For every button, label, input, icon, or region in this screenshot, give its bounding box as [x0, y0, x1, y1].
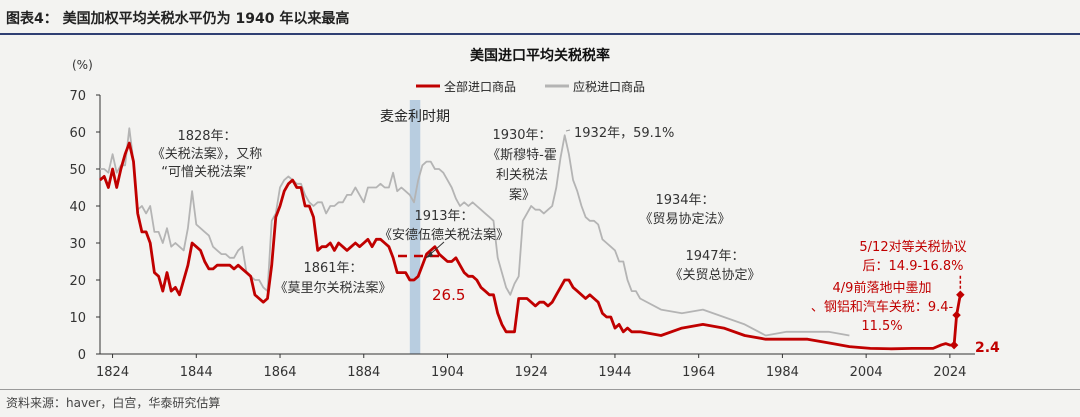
- annotation-text: 1932年，59.1%: [574, 126, 674, 141]
- extension-marker: [952, 310, 961, 320]
- annotation-text: 《关税法案》，又称: [152, 147, 263, 162]
- annotation-text: “可憎关税法案”: [161, 164, 252, 180]
- footer-rule: [0, 389, 1080, 390]
- shaded-period: [409, 100, 421, 354]
- y-tick-label: 50: [69, 163, 86, 178]
- y-tick-label: 60: [69, 126, 86, 141]
- x-tick-label: 1844: [180, 365, 213, 380]
- y-tick-label: 70: [69, 89, 86, 104]
- x-tick-label: 1864: [263, 365, 296, 380]
- x-tick-label: 1964: [682, 365, 715, 380]
- annotation-text: 5/12对等关税协议: [859, 239, 966, 255]
- x-tick-label: 1924: [515, 365, 548, 380]
- line-chart: 麦金利时期 美国进口平均关税税率 (%) 0 10 20 30 40 50 60 70 1824 184…: [69, 47, 1000, 380]
- annotation-text: 26.5: [432, 286, 465, 304]
- x-tick-label: 1824: [96, 365, 129, 380]
- series-line-dutiable: [100, 127, 850, 337]
- x-tick-label: 1904: [431, 365, 464, 380]
- annotation-text: 4/9前落地中墨加: [833, 280, 932, 296]
- legend-label-dutiable: 应税进口商品: [573, 79, 645, 94]
- y-tick-label: 40: [69, 200, 86, 215]
- annotation-text: 案》: [509, 188, 535, 203]
- annotation-text: 1828年：: [177, 129, 236, 144]
- annotation-text: 1861年：: [303, 261, 362, 276]
- legend-label-all-imports: 全部进口商品: [444, 79, 516, 94]
- y-tick-label: 20: [69, 274, 86, 289]
- x-tick-label: 2004: [850, 365, 883, 380]
- chart-title: 美国进口平均关税税率: [470, 47, 610, 64]
- y-axis-unit: (%): [72, 58, 93, 72]
- annotation-text: 《安德伍德关税法案》: [379, 228, 509, 243]
- annotation-text: 《莫里尔关税法案》: [274, 281, 391, 296]
- y-tick-label: 10: [69, 311, 86, 326]
- x-tick-label: 1984: [766, 365, 799, 380]
- annotation-text: 《贸易协定法》: [639, 212, 730, 227]
- annotation-text: 利关税法: [496, 168, 548, 183]
- annotation-text: 1930年：: [492, 128, 551, 143]
- x-tick-label: 2024: [933, 365, 966, 380]
- annotation-text: 1934年：: [655, 193, 714, 208]
- annotation-text: 2.4: [975, 340, 1000, 356]
- extension-marker: [956, 290, 965, 300]
- y-tick-label: 0: [78, 348, 86, 363]
- x-tick-label: 1944: [598, 365, 631, 380]
- source-note: 资料来源：haver，白宫，华泰研究估算: [6, 396, 221, 410]
- annotation-connector: [565, 129, 571, 132]
- annotation-arrowhead: [426, 251, 433, 258]
- annotation-text: 《关贸总协定》: [669, 268, 760, 283]
- chart-area: 麦金利时期 美国进口平均关税税率 (%) 0 10 20 30 40 50 60 70 1824 184…: [0, 36, 1080, 386]
- y-tick-label: 30: [69, 237, 86, 252]
- annotation-text: 后：14.9-16.8%: [863, 259, 964, 274]
- x-tick-label: 1884: [347, 365, 380, 380]
- extension-marker: [949, 340, 959, 350]
- annotation-text: 《斯穆特-霍: [487, 148, 557, 163]
- tariff-extension-line: [952, 294, 962, 346]
- annotation-text: 11.5%: [861, 319, 902, 334]
- annotation-text: 1913年：: [414, 209, 473, 224]
- series-line-all-imports: [99, 141, 955, 351]
- header-rule: [0, 33, 1080, 35]
- shaded-period-label: 麦金利时期: [380, 109, 450, 125]
- figure-title: 图表4： 美国加权平均关税水平仍为 1940 年以来最高: [6, 11, 350, 27]
- figure-header: 图表4： 美国加权平均关税水平仍为 1940 年以来最高: [0, 0, 1080, 35]
- annotation-text: 1947年：: [685, 249, 744, 264]
- annotation-text: 、钢铝和汽车关税：9.4-: [811, 299, 954, 315]
